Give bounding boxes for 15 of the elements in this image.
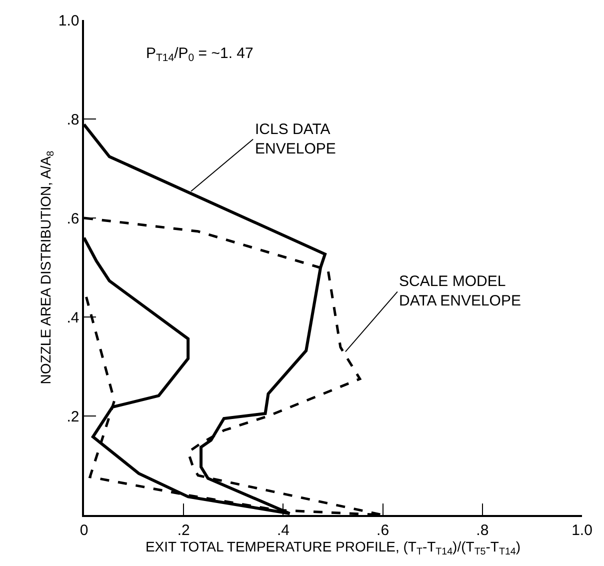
x-tick-label: 0 [80, 522, 88, 539]
x-tick-label: .4 [276, 522, 290, 539]
x-tick-label: .6 [376, 522, 390, 539]
x-tick-label: .8 [476, 522, 489, 539]
y-tick-label: .4 [66, 309, 80, 326]
y-tick-label: .2 [66, 408, 80, 426]
annotation: ICLS DATA ENVELOPE [255, 121, 336, 158]
text: EXIT TOTAL TEMPERATURE PROFILE, (T$_{T}$-T$_{T14}$)/(T$_{T5}$-T$_{T14}$) [145, 538, 521, 558]
y-tick-label: 1.0 [58, 12, 80, 30]
x-tick-label: .2 [177, 522, 190, 539]
annotation: P$_{T14}$/P$_{0}$ = ~1. 47 [146, 45, 254, 64]
y-tick-label: .8 [66, 111, 80, 128]
y-tick-label: .6 [66, 210, 80, 228]
annotation: SCALE MODEL DATA ENVELOPE [399, 273, 521, 310]
x-tick-label: 1.0 [572, 522, 592, 539]
